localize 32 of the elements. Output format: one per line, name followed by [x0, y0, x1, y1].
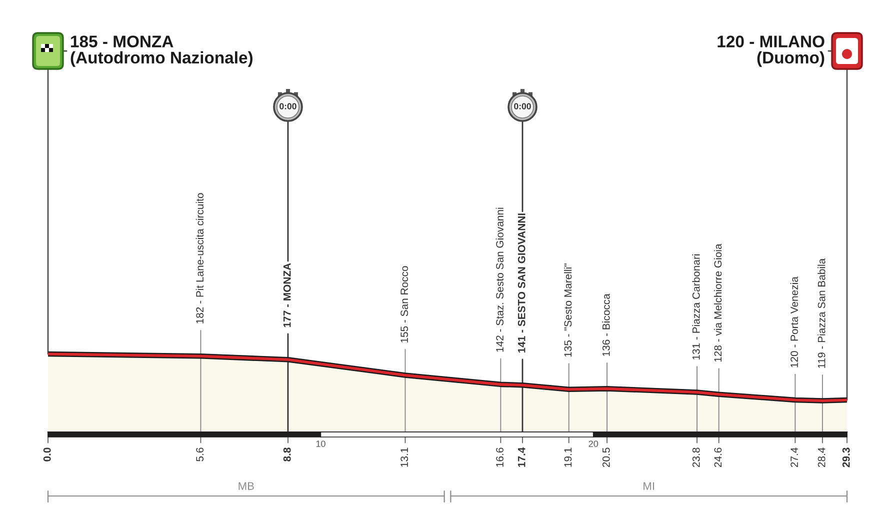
data-label: 185 - MONZA (Autodromo Nazionale)	[70, 36, 252, 67]
x-tick-label: 24.6	[714, 448, 722, 468]
text: 0:00	[514, 103, 531, 110]
x-tick-label: 19.1	[564, 448, 572, 467]
x-tick-label: 13.1	[400, 448, 408, 467]
data-label: 155 - San Rocco	[400, 266, 408, 342]
data-label: 136 - Bicocca	[602, 294, 610, 356]
data-label: 182 - Pit Lane-uscita circuito	[196, 193, 204, 324]
x-tick-label: 0.0	[43, 448, 51, 462]
text: 0:00	[280, 103, 296, 110]
data-label: 119 - Piazza San Babila	[818, 258, 826, 368]
x-tick-label: 8.8	[283, 448, 291, 462]
x2-tick-label: 20	[588, 440, 598, 447]
x-tick-label: 5.6	[196, 448, 204, 462]
data-label: 120 - MILANO (Duomo)	[718, 36, 824, 67]
annotation: MI	[644, 482, 654, 490]
data-label: 141 - SESTO SAN GIOVANNI	[518, 214, 526, 353]
x-tick-label: 23.8	[692, 448, 700, 468]
x-tick-label: 16.6	[496, 448, 504, 467]
data-label: 142 - Staz. Sesto San Giovanni	[496, 208, 504, 352]
x-tick-label: 17.4	[518, 447, 526, 467]
data-label: 131 - Piazza Carbonari	[692, 254, 700, 360]
x-tick-label: 27.4	[790, 448, 798, 468]
x2-tick-label: 10	[316, 440, 326, 447]
data-label: 135 - "Sesto Marelli"	[564, 264, 572, 357]
annotation: MB	[238, 482, 254, 490]
data-label: 128 - via Melchiorre Gioia	[714, 244, 722, 362]
data-label: 177 - MONZA	[283, 263, 291, 328]
data-label: 120 - Porta Venezia	[790, 276, 798, 368]
x-tick-label: 29.3	[842, 448, 850, 468]
x-tick-label: 20.5	[602, 448, 610, 468]
x-tick-label: 28.4	[818, 448, 826, 468]
